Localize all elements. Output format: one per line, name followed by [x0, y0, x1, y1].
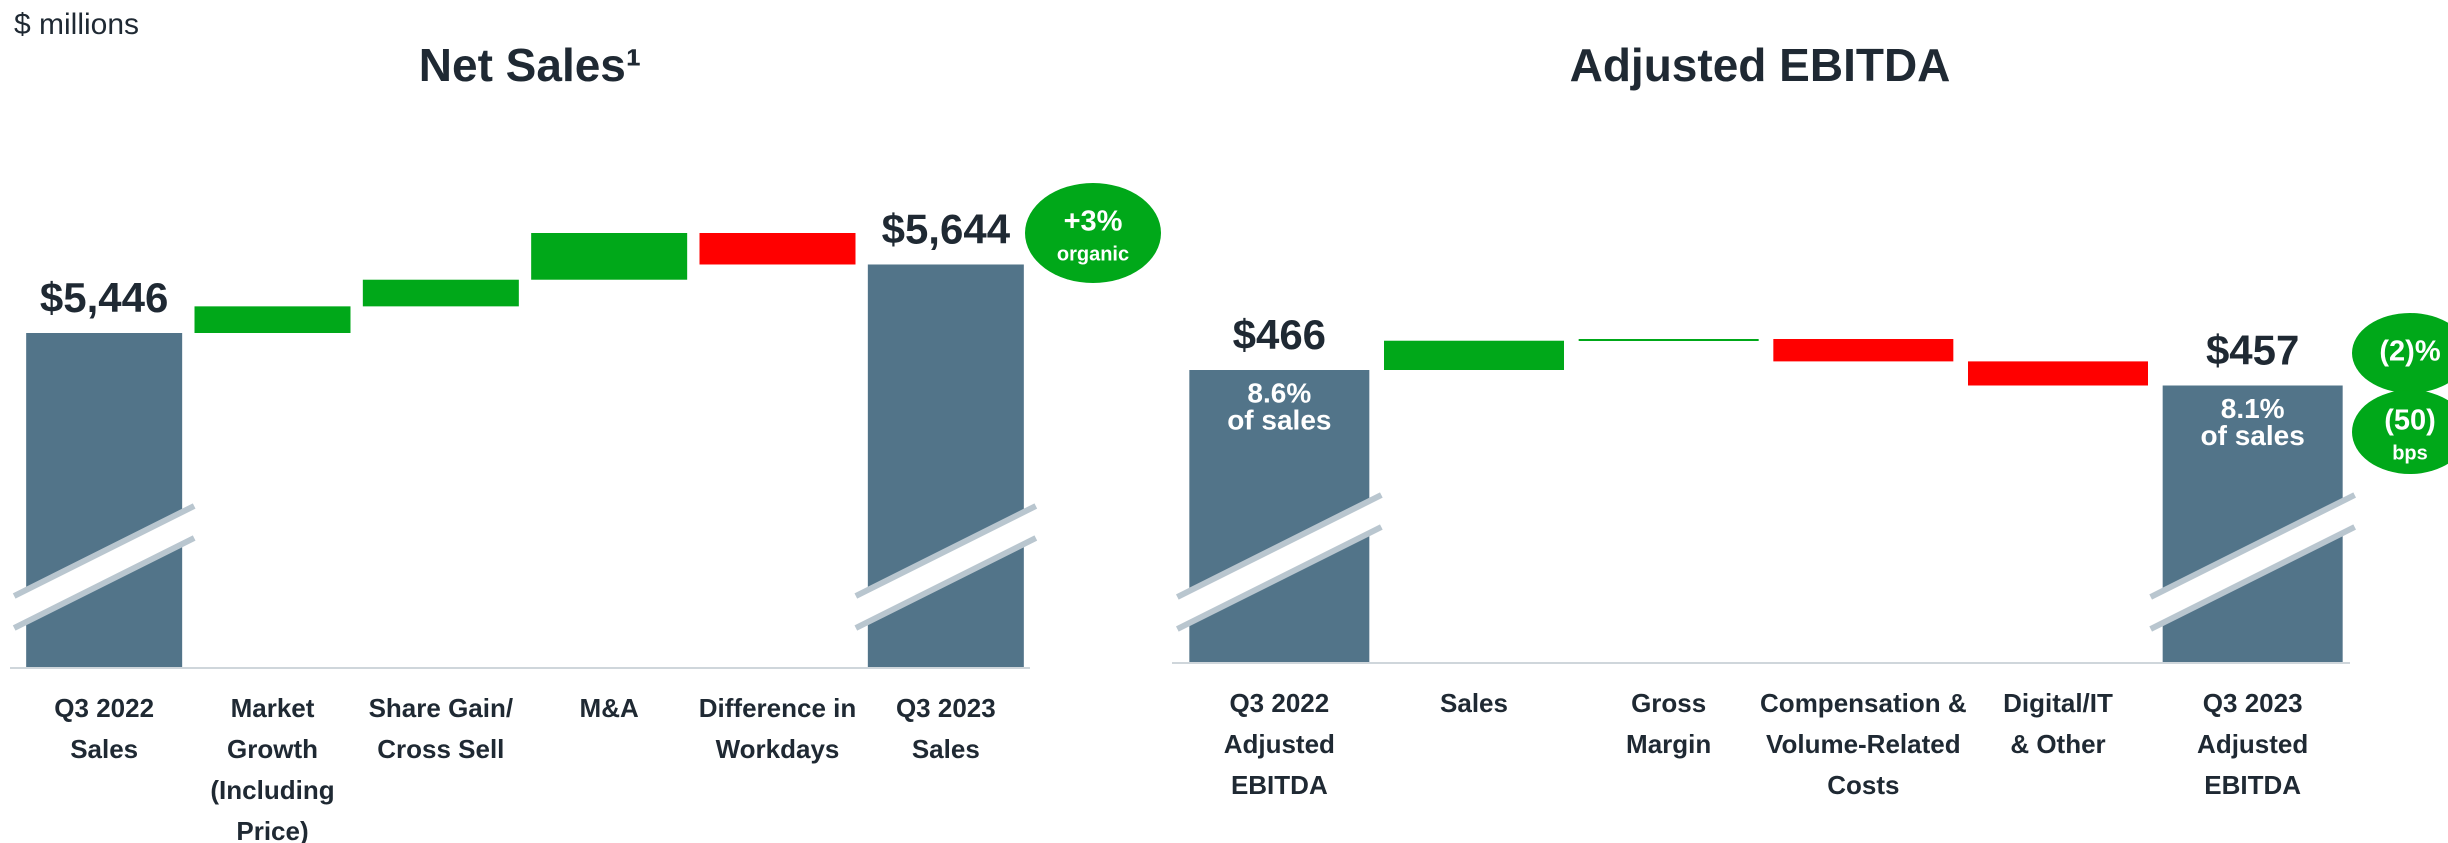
- x-tick-label: Sales: [1440, 688, 1508, 718]
- line: Costs: [1827, 770, 1899, 800]
- axis-break-line: [1175, 524, 1383, 632]
- axis-break: [1177, 495, 1382, 629]
- x-tick-label: Digital/IT & Other: [2003, 688, 2113, 759]
- line: & Other: [2010, 729, 2105, 759]
- line: Sales: [1440, 688, 1508, 718]
- delta-bar: [1968, 361, 2148, 386]
- axis-break-line: [12, 503, 196, 599]
- line: Compensation &: [1760, 688, 1967, 718]
- axis-break: [855, 506, 1036, 628]
- badge: [2352, 390, 2448, 474]
- value-label: $5,446: [40, 274, 168, 321]
- line: EBITDA: [2204, 770, 2301, 800]
- x-tick-label: Q3 2022 Sales: [54, 693, 154, 764]
- line: Workdays: [716, 734, 840, 764]
- line: Q3 2023: [896, 693, 996, 723]
- x-tick-label: Share Gain/Cross Sell: [369, 693, 514, 764]
- x-tick-label: Q3 2023 Sales: [896, 693, 996, 764]
- value-label: $457: [2206, 327, 2299, 374]
- x-tick-label: Difference in Workdays: [699, 693, 857, 764]
- inner-label: 8.1%: [2221, 393, 2285, 424]
- inner-label: of sales: [2201, 420, 2305, 451]
- badge-text: (50): [2384, 405, 2436, 437]
- axis-break-line: [2149, 492, 2357, 600]
- axis-break-line: [2149, 524, 2357, 632]
- axis-break: [2150, 495, 2355, 629]
- badge: [2352, 313, 2448, 393]
- line: Sales: [70, 734, 138, 764]
- line: EBITDA: [1231, 770, 1328, 800]
- x-tick-label: Compensation & Volume-Related Costs: [1760, 688, 1967, 800]
- badge: [1025, 183, 1161, 283]
- line: Price): [236, 816, 308, 843]
- x-tick-label: Market Growth (Including Price): [210, 693, 334, 843]
- unit-note: $ millions: [14, 8, 139, 41]
- line: Q3 2022: [54, 693, 154, 723]
- line: Margin: [1626, 729, 1711, 759]
- delta-bar: [1384, 340, 1564, 370]
- delta-bar: [362, 279, 519, 307]
- inner-label: of sales: [1227, 404, 1331, 435]
- line: Gross: [1631, 688, 1706, 718]
- line: Digital/IT: [2003, 688, 2113, 718]
- axis-break-line: [1175, 492, 1383, 600]
- delta-bar: [699, 233, 856, 265]
- delta-bar: [1578, 339, 1759, 341]
- line: Adjusted: [1224, 729, 1335, 759]
- value-label: $5,644: [882, 206, 1011, 253]
- line: Growth: [227, 734, 318, 764]
- value-label: $466: [1233, 311, 1326, 358]
- axis-break-line: [854, 503, 1038, 599]
- x-tick-label: Q3 2022 Adjusted EBITDA: [1224, 688, 1335, 800]
- line: Adjusted: [2197, 729, 2308, 759]
- line: Difference in: [699, 693, 857, 723]
- chart-title: Adjusted EBITDA: [1570, 39, 1951, 91]
- x-tick-label: Gross Margin: [1626, 688, 1711, 759]
- badge-text: (2)%: [2379, 336, 2440, 368]
- inner-label: 8.6%: [1247, 377, 1311, 408]
- axis-break-line: [12, 535, 196, 631]
- badge-text: bps: [2392, 442, 2428, 464]
- badge-text: +3%: [1064, 206, 1123, 238]
- line: Market: [231, 693, 315, 723]
- x-tick-label: Q3 2023 Adjusted EBITDA: [2197, 688, 2308, 800]
- line: (Including: [210, 775, 334, 805]
- x-tick-label: M&A: [580, 693, 639, 723]
- line: Volume-Related: [1766, 729, 1961, 759]
- total-bar: [26, 333, 183, 667]
- badge-text: organic: [1057, 243, 1129, 265]
- axis-break-line: [854, 535, 1038, 631]
- delta-bar: [531, 233, 688, 280]
- line: M&A: [580, 693, 639, 723]
- line: Cross Sell: [377, 734, 504, 764]
- delta-bar: [1773, 339, 1954, 362]
- axis-break: [14, 506, 195, 628]
- line: Q3 2023: [2203, 688, 2303, 718]
- line: Share Gain/: [369, 693, 514, 723]
- delta-bar: [194, 306, 351, 333]
- chart-title: Net Sales¹: [419, 39, 641, 91]
- line: Q3 2022: [1229, 688, 1329, 718]
- line: Sales: [912, 734, 980, 764]
